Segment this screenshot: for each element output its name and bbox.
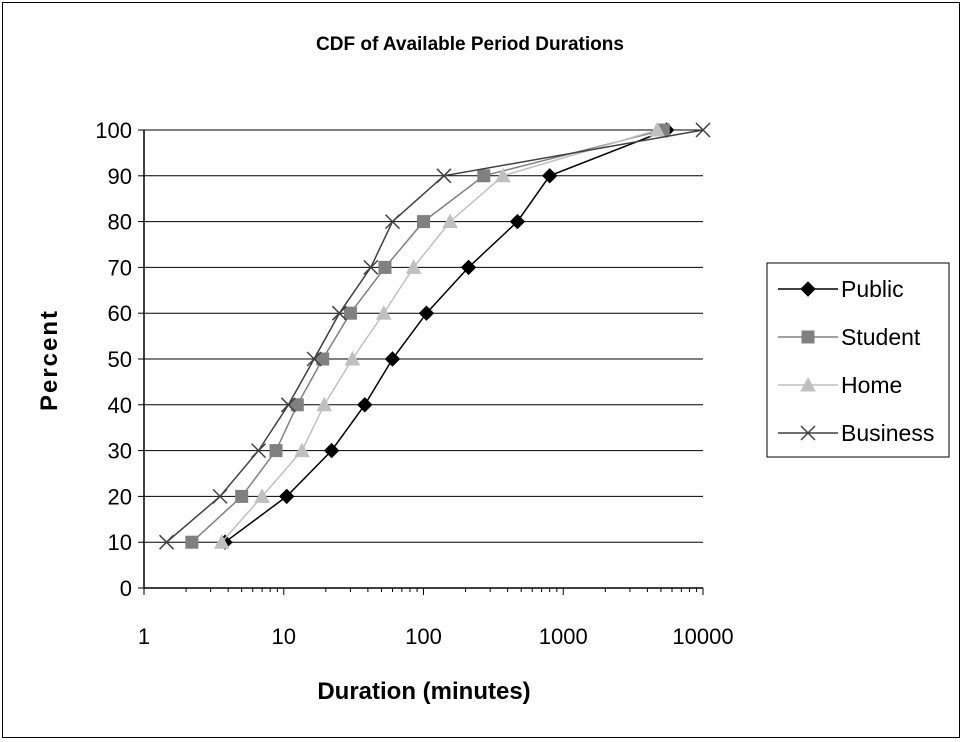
y-tick-label: 60 [108,301,132,326]
data-point-business [331,305,347,321]
legend-box [766,262,950,458]
legend-item-public: Public [778,276,904,302]
y-tick-label: 0 [120,576,132,601]
legend-label-home: Home [841,372,902,398]
legend-label-business: Business [841,420,934,446]
gridlines [144,129,703,543]
data-point-student [343,306,357,320]
data-point-business [436,168,452,184]
data-point-home [344,350,361,366]
data-point-public [357,397,373,413]
y-tick-label: 90 [108,164,132,189]
data-point-business [280,397,296,413]
series-line-business [166,129,704,543]
legend-marker-student [801,330,815,344]
legend-label-public: Public [841,276,904,302]
series-home [213,121,666,549]
data-point-home [442,213,458,229]
series-line-public [224,129,667,543]
chart-title: CDF of Available Period Durations [316,34,624,55]
data-point-home [375,305,392,320]
data-point-student [269,444,283,458]
data-point-student [185,535,199,549]
data-point-home [316,396,333,412]
series-student [185,123,670,549]
x-tick-label: 1000 [539,624,588,649]
data-point-business [695,122,711,138]
legend-item-student: Student [778,324,921,350]
y-tick-label: 80 [108,210,132,235]
data-point-home [495,167,511,183]
legend-label-student: Student [841,324,921,350]
data-point-public [323,442,340,459]
data-point-public [384,351,401,367]
legend-item-business: Business [778,420,934,446]
data-point-student [417,215,430,229]
data-point-public [541,168,558,184]
data-point-home [405,259,422,274]
y-tick-label: 20 [108,484,132,509]
x-tick-label: 10000 [672,624,733,649]
series-line-home [221,129,658,543]
data-point-student [235,489,249,503]
data-point-student [477,169,491,183]
legend-marker-business [800,425,816,441]
data-point-public [460,259,477,276]
legend-marker-home [800,376,816,392]
x-tick-label: 1 [138,624,150,649]
data-point-public [509,213,526,230]
legend: Public Student Home Business [766,262,950,458]
y-tick-label: 50 [108,347,132,372]
data-point-student [290,398,304,412]
series-group [159,121,711,550]
data-point-business [384,214,401,230]
series-line-student [191,129,664,543]
data-point-student [378,260,392,274]
series-public [217,122,675,550]
y-tick-label: 30 [108,439,132,464]
data-point-business [212,488,228,504]
data-point-student [316,352,330,366]
data-point-home [649,121,666,137]
legend-marker-public [800,281,816,297]
data-point-public [418,305,435,321]
legend-item-home: Home [778,372,902,398]
x-tick-label: 100 [405,624,442,649]
data-point-business [159,534,175,550]
y-tick-label: 70 [108,255,132,280]
data-point-business [306,351,322,367]
data-point-business [363,259,379,275]
data-point-public [279,488,295,505]
series-business [159,122,711,550]
data-point-home [254,488,270,503]
data-point-home [213,534,230,549]
y-tick-label: 100 [95,118,132,143]
data-point-home [294,442,310,458]
data-point-business [251,443,267,459]
y-tick-label: 10 [108,530,132,555]
x-tick-label: 10 [272,624,296,649]
y-axis-title: Percent [36,309,63,411]
y-tick-label: 40 [108,393,132,418]
x-axis-title: Duration (minutes) [317,678,530,705]
